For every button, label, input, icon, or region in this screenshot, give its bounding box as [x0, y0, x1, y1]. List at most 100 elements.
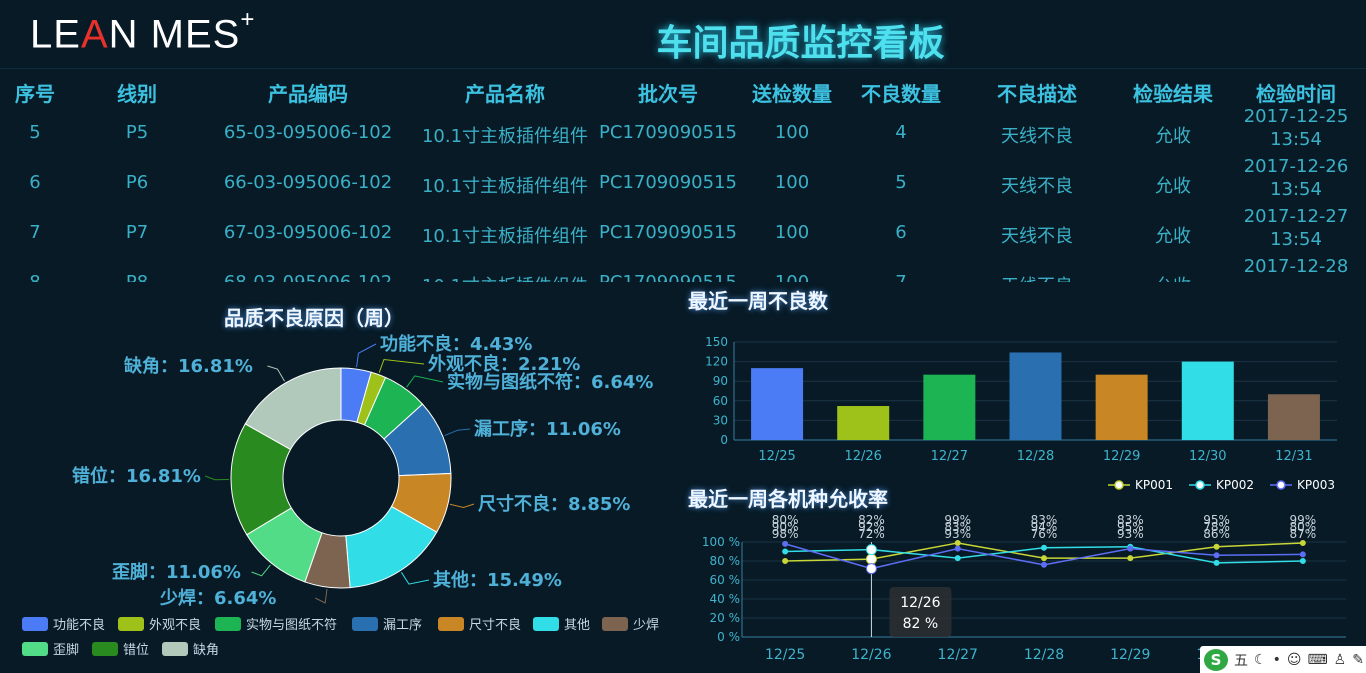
data-point[interactable] [865, 563, 877, 575]
legend-label[interactable]: 歪脚 [53, 642, 79, 658]
data-point[interactable] [1127, 545, 1134, 552]
x-tick-label: 12/27 [931, 449, 968, 464]
cell-desc: 天线不良 [1001, 176, 1073, 197]
pie-label: 实物与图纸不符：6.64% [447, 371, 653, 393]
legend-swatch[interactable] [533, 617, 559, 631]
data-point[interactable] [1299, 551, 1306, 558]
data-point[interactable] [1041, 555, 1047, 562]
legend-swatch[interactable] [92, 642, 118, 656]
column-header[interactable]: 批次号 [638, 82, 698, 106]
data-point[interactable] [1299, 558, 1306, 564]
data-point[interactable] [782, 540, 789, 547]
legend-label[interactable]: 错位 [123, 643, 149, 658]
data-label: 93% [1117, 527, 1144, 541]
bar[interactable] [1267, 394, 1320, 440]
legend-marker[interactable] [1195, 480, 1205, 490]
pie-leader-line [356, 343, 377, 368]
legend-label[interactable]: 漏工序 [383, 617, 422, 633]
pie-label: 错位：16.81% [72, 465, 201, 487]
data-point[interactable] [1127, 555, 1134, 562]
pie-slice[interactable] [244, 367, 342, 451]
cell-result: 允收 [1155, 176, 1191, 197]
legend-label[interactable]: 少焊 [633, 617, 659, 633]
legend-marker[interactable] [1114, 480, 1124, 490]
legend-swatch[interactable] [215, 617, 241, 631]
column-header[interactable]: 产品名称 [465, 82, 545, 106]
column-header[interactable]: 送检数量 [752, 82, 832, 106]
data-label: 83% [1031, 513, 1058, 527]
legend-swatch[interactable] [118, 617, 144, 631]
data-point[interactable] [954, 545, 961, 552]
bar[interactable] [1095, 374, 1148, 440]
legend-label[interactable]: 外观不良 [149, 617, 201, 633]
bar[interactable] [837, 406, 890, 440]
cell-no: 7 [29, 222, 41, 243]
inspection-time: 2017-12-26 13:54 [1206, 155, 1366, 201]
column-header[interactable]: 线别 [117, 82, 157, 106]
legend-label[interactable]: 尺寸不良 [469, 617, 521, 633]
legend-label[interactable]: KP003 [1297, 478, 1335, 492]
y-tick-label: 60 % [710, 573, 741, 587]
legend-swatch[interactable] [162, 642, 188, 656]
data-point[interactable] [782, 558, 789, 564]
data-label: 99% [1290, 513, 1317, 527]
bar[interactable] [1181, 361, 1234, 440]
data-point[interactable] [1299, 539, 1306, 546]
data-point[interactable] [865, 553, 877, 565]
data-label: 80% [772, 513, 799, 527]
cell-bad: 7 [811, 272, 991, 282]
legend-swatch[interactable] [602, 617, 628, 631]
column-header[interactable]: 不良描述 [997, 82, 1077, 106]
cell-qty: 100 [774, 222, 810, 243]
legend-swatch[interactable] [352, 617, 378, 631]
data-point[interactable] [1213, 559, 1220, 566]
legend-label[interactable]: 其他 [564, 618, 590, 633]
smile-icon[interactable]: ☺ [1286, 651, 1302, 668]
data-point[interactable] [954, 539, 961, 546]
legend-label[interactable]: 功能不良 [53, 617, 105, 633]
legend-swatch[interactable] [438, 617, 464, 631]
legend-swatch[interactable] [22, 642, 48, 656]
data-label: 83% [944, 520, 971, 534]
bar[interactable] [923, 374, 976, 440]
page-title: 车间品质监控看板 [656, 23, 945, 64]
column-header[interactable]: 产品编码 [268, 82, 348, 106]
bar[interactable] [1009, 352, 1062, 440]
legend-label[interactable]: 缺角 [193, 643, 219, 658]
moon-icon[interactable]: ☾ [1254, 651, 1267, 668]
legend-label[interactable]: KP001 [1135, 478, 1173, 492]
keyboard-icon[interactable]: ⌨ [1307, 651, 1328, 668]
ime-mode[interactable]: 五 [1234, 652, 1248, 669]
data-point[interactable] [1041, 544, 1047, 551]
bar[interactable] [751, 368, 804, 440]
column-header[interactable]: 检验时间 [1256, 82, 1336, 106]
cell-bad: 4 [895, 122, 907, 143]
data-point[interactable] [954, 555, 961, 562]
legend-label[interactable]: KP002 [1216, 478, 1254, 492]
legend-marker[interactable] [1276, 480, 1286, 490]
legend-swatch[interactable] [22, 617, 48, 631]
cell-bad: 5 [895, 172, 907, 193]
wrench-icon[interactable]: ✎ [1352, 651, 1364, 668]
ime-toolbar[interactable]: S 五 ☾ • ☺ ⌨ ♙ ✎ [1200, 646, 1366, 673]
data-point[interactable] [1213, 543, 1220, 550]
pie-label: 歪脚：11.06% [112, 562, 241, 583]
user-icon[interactable]: ♙ [1333, 651, 1347, 668]
column-header[interactable]: 序号 [15, 82, 55, 106]
y-tick-label: 0 [720, 433, 728, 447]
data-point[interactable] [782, 548, 789, 555]
data-point[interactable] [1041, 561, 1047, 568]
dot-icon[interactable]: • [1272, 651, 1281, 668]
tooltip-value: 82 % [903, 616, 939, 632]
tooltip [889, 587, 952, 637]
cell-no: 6 [29, 172, 41, 193]
column-header[interactable]: 检验结果 [1133, 82, 1213, 106]
cell-batch: PC1709090515 [599, 222, 737, 243]
data-point[interactable] [865, 544, 877, 556]
y-tick-label: 30 [713, 413, 728, 427]
column-header[interactable]: 不良数量 [861, 82, 941, 106]
cell-batch: PC1709090515 [599, 122, 737, 143]
sogou-icon[interactable]: S [1204, 648, 1228, 671]
legend-label[interactable]: 实物与图纸不符 [246, 617, 337, 633]
data-point[interactable] [1213, 552, 1220, 559]
